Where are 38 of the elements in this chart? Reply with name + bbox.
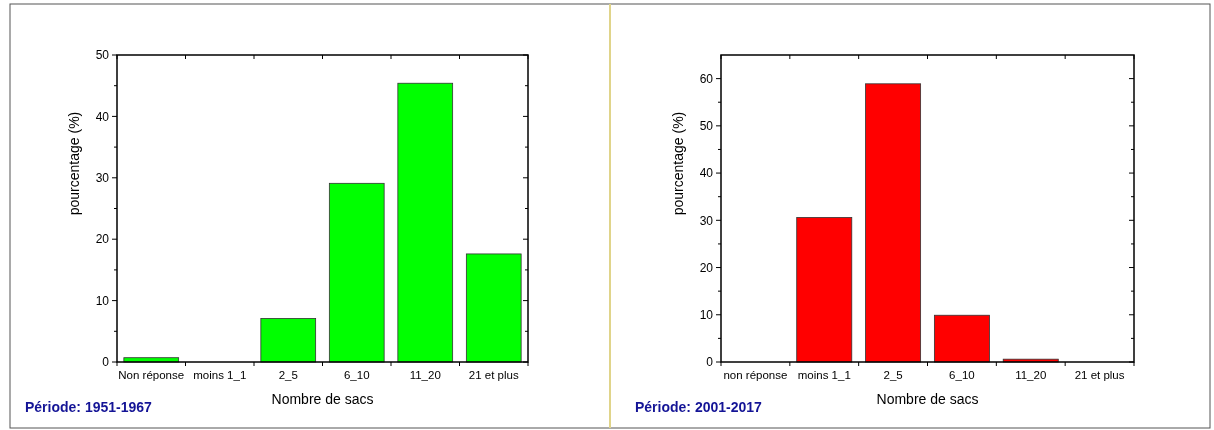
x-tick-label: 6_10 [343, 369, 370, 381]
y-tick-label: 40 [95, 109, 110, 124]
y-tick-label: 30 [699, 213, 714, 228]
text: Période: 1951-1967 [25, 399, 153, 415]
y-tick-label: 50 [699, 119, 714, 134]
x-axis-title: Nombre de sacs [876, 391, 979, 407]
y-tick-label: 50 [95, 48, 110, 63]
y-tick-label: 20 [699, 260, 714, 275]
bar [465, 253, 522, 363]
y-tick-label: 40 [699, 166, 714, 181]
y-tick-label: 0 [706, 355, 714, 370]
x-tick-label: 11_20 [409, 369, 441, 381]
x-tick-label: moins 1_1 [797, 369, 851, 381]
y-tick-label: 30 [95, 171, 110, 185]
x-tick-label: 6_10 [949, 369, 975, 381]
y-tick-label: 10 [95, 293, 110, 308]
x-tick-label: 11_20 [1015, 369, 1047, 381]
x-axis-title: Nombre de sacs [271, 391, 374, 407]
y-tick-label: 10 [699, 307, 714, 322]
bar [328, 182, 385, 363]
bar [796, 217, 853, 363]
x-tick-label: moins 1_1 [193, 369, 247, 381]
x-tick-label: 2_5 [278, 369, 298, 381]
y-axis-title: pourcentage (%) [670, 111, 686, 216]
x-tick-label: Non réponse [118, 369, 185, 381]
x-tick-label: 21 et plus [468, 369, 519, 381]
x-tick-label: non réponse [723, 369, 788, 381]
y-axis-title: pourcentage (%) [66, 111, 82, 216]
x-tick-label: 2_5 [883, 369, 903, 381]
bar [397, 82, 454, 363]
y-tick-label: 20 [95, 232, 110, 247]
y-tick-label: 0 [102, 355, 110, 370]
bar [865, 83, 922, 363]
bar [260, 318, 317, 363]
bar [933, 314, 990, 363]
x-tick-label: 21 et plus [1074, 369, 1125, 381]
text: Période: 2001-2017 [635, 399, 763, 415]
y-tick-label: 60 [699, 71, 714, 86]
